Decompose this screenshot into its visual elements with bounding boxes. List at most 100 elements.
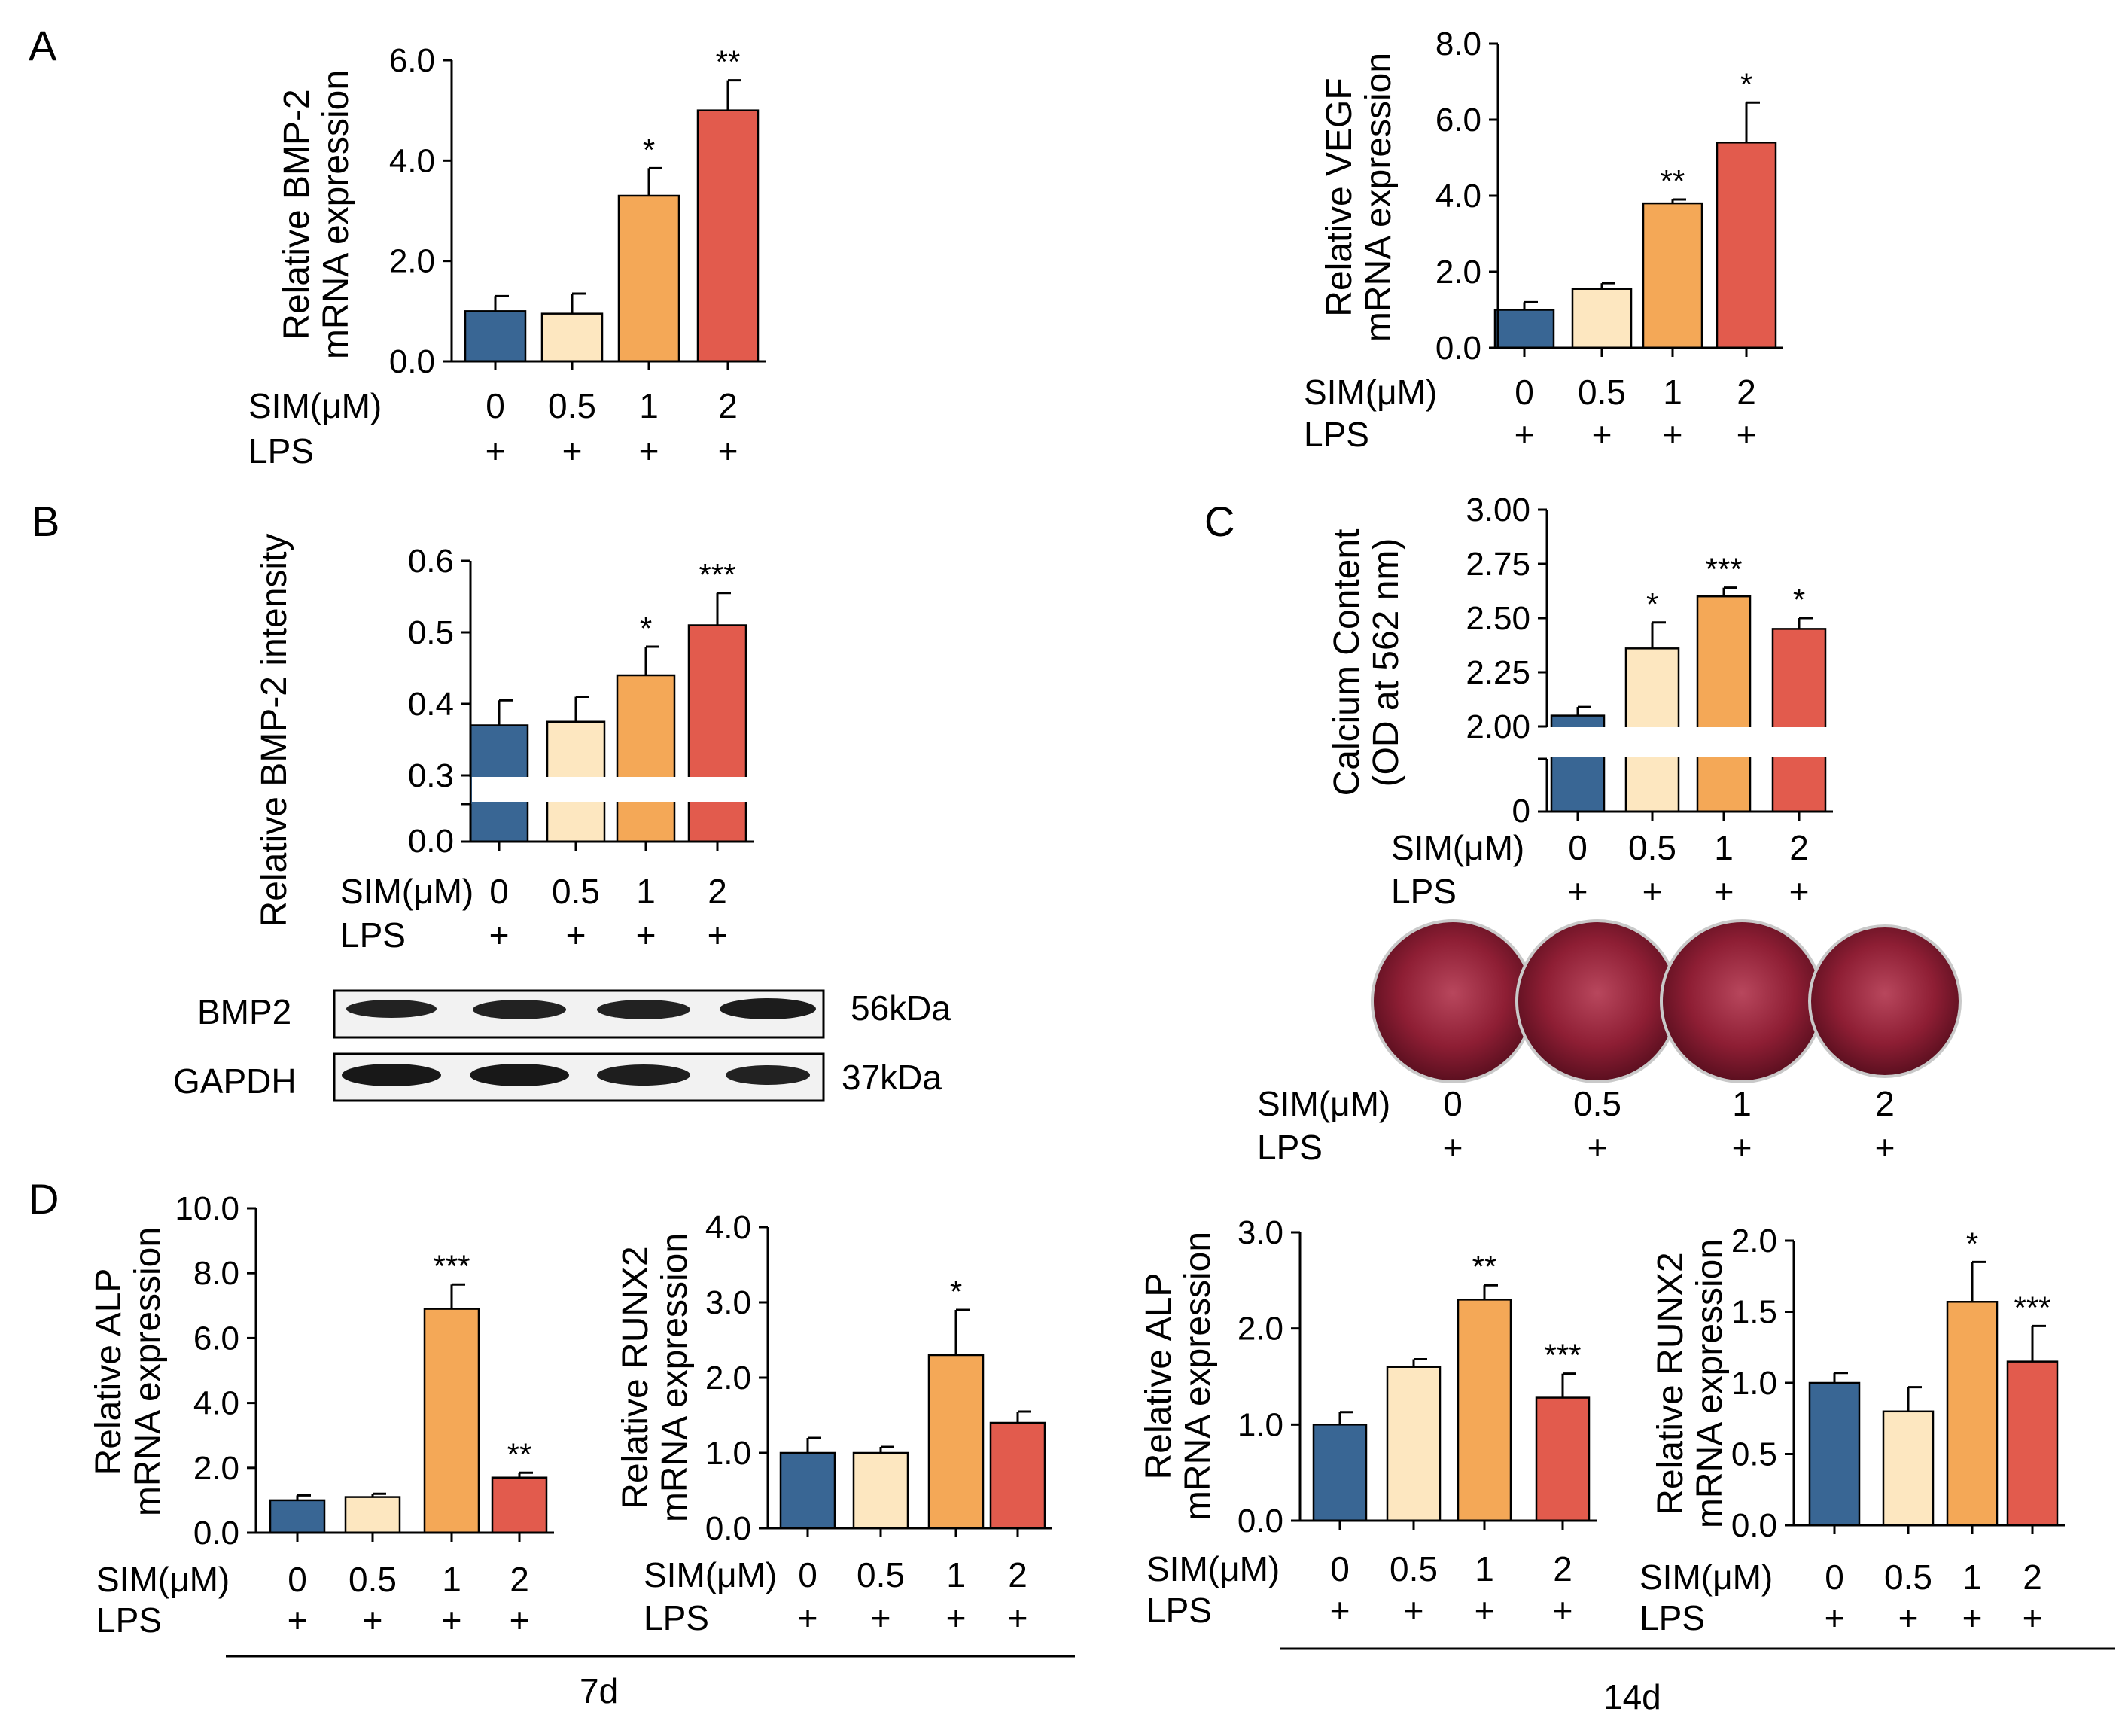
lps-plus: + <box>2023 1598 2043 1637</box>
lps-label: LPS <box>644 1598 709 1637</box>
lps-plus: + <box>1714 872 1734 911</box>
significance-marker: *** <box>433 1248 470 1284</box>
x-tick-label: 0 <box>1568 828 1588 867</box>
bar <box>2006 1360 2059 1527</box>
lps-plus: + <box>1789 872 1810 911</box>
lps-plus: + <box>1825 1598 1845 1637</box>
western-blot: BMP2 56kDa GAPDH 37kDa <box>173 988 951 1102</box>
sim-label: SIM(μM) <box>340 872 473 911</box>
x-tick-label: 2 <box>708 872 727 911</box>
chart-runx2-7d: * 0.0 1.0 2.0 3.0 4.0 Relative RUNX2mRNA expre… <box>616 1209 1052 1637</box>
y-tick-label: 3.0 <box>705 1284 751 1321</box>
lps-label: LPS <box>1146 1591 1212 1630</box>
significance-marker: *** <box>699 557 735 592</box>
bar <box>687 624 747 843</box>
y-axis-label-line: Calcium Content <box>1327 529 1367 796</box>
x-tick-label: 0 <box>798 1555 817 1594</box>
y-tick-label: 2.0 <box>1435 254 1481 291</box>
y-tick-label: 4.0 <box>389 142 435 179</box>
stain-dose: 1 <box>1732 1084 1752 1123</box>
bar <box>696 109 760 363</box>
significance-marker: *** <box>1544 1338 1581 1373</box>
y-axis-label: Relative RUNX2mRNA expression <box>1651 1239 1730 1528</box>
stain-well <box>1660 919 1824 1083</box>
x-tick-label: 2 <box>718 386 738 425</box>
y-axis-label-line: Relative BMP-2 <box>277 89 317 340</box>
lps-label: LPS <box>1639 1598 1705 1637</box>
panel-label-a: A <box>29 22 57 69</box>
stain-dose: 2 <box>1875 1084 1895 1123</box>
x-tick-label: 0 <box>288 1560 307 1599</box>
y-tick-label: 6.0 <box>389 42 435 79</box>
x-tick-label: 2 <box>2023 1558 2042 1597</box>
bar <box>617 194 680 363</box>
panel-label-b: B <box>32 498 59 545</box>
stain-lps-plus: + <box>1443 1128 1463 1167</box>
blot-band-gapdh <box>726 1065 810 1085</box>
sim-label: SIM(μM) <box>1304 373 1437 412</box>
axis-break-gap <box>1548 727 1853 757</box>
y-tick-label: 2.25 <box>1466 654 1530 691</box>
bar <box>1642 202 1703 349</box>
axis-break-gap <box>472 777 776 802</box>
blot-band-gapdh <box>342 1064 441 1086</box>
blot-band-gapdh <box>470 1064 569 1086</box>
x-tick-label: 2 <box>1789 828 1809 867</box>
y-tick-label: 0.0 <box>193 1515 239 1552</box>
y-tick-label: 0.0 <box>389 343 435 380</box>
x-tick-label: 2 <box>1008 1555 1028 1594</box>
lps-plus: + <box>562 431 583 471</box>
y-tick-label: 4.0 <box>1435 178 1481 215</box>
lps-plus: + <box>1663 415 1683 454</box>
y-tick-label: 2.0 <box>1731 1223 1777 1259</box>
y-axis-label-line: Relative VEGF <box>1320 78 1359 316</box>
significance-marker: * <box>640 611 652 646</box>
x-tick-label: 1 <box>1714 828 1734 867</box>
significance-marker: * <box>950 1274 962 1309</box>
stain-dose: 0 <box>1443 1084 1463 1123</box>
y-tick-label: 2.75 <box>1466 546 1530 583</box>
bar <box>269 1499 326 1534</box>
lps-plus: + <box>442 1600 462 1640</box>
stain-dose: 0.5 <box>1573 1084 1621 1123</box>
sim-label: SIM(μM) <box>248 386 382 425</box>
bar <box>1696 595 1752 813</box>
lps-plus: + <box>871 1598 891 1637</box>
significance-marker: * <box>643 132 655 167</box>
x-tick-label: 1 <box>1475 1549 1494 1588</box>
lps-plus: + <box>1553 1591 1573 1630</box>
bar <box>423 1308 480 1534</box>
y-axis-label-line: mRNA expression <box>1359 53 1399 342</box>
bar <box>1946 1301 1999 1527</box>
bar <box>1386 1366 1442 1522</box>
blot-band-bmp2 <box>720 998 816 1019</box>
significance-marker: * <box>1646 586 1658 622</box>
stain-lps-label: LPS <box>1257 1128 1323 1167</box>
bar <box>927 1354 985 1530</box>
sim-label: SIM(μM) <box>96 1560 230 1599</box>
lps-plus: + <box>636 915 656 955</box>
lps-plus: + <box>946 1598 967 1637</box>
y-axis-label: Calcium Content(OD at 562 nm) <box>1327 529 1406 796</box>
blot-band-bmp2 <box>473 1000 566 1019</box>
y-tick-label: 0.6 <box>408 543 454 580</box>
lps-plus: + <box>1962 1598 1983 1637</box>
x-tick-label: 1 <box>442 1560 461 1599</box>
y-axis-label-line: Relative RUNX2 <box>616 1246 656 1509</box>
significance-marker: *** <box>2014 1290 2050 1325</box>
y-tick-label: 0.5 <box>408 614 454 651</box>
x-tick-label: 0 <box>1825 1558 1844 1597</box>
y-tick-label: 6.0 <box>1435 102 1481 139</box>
y-axis-label-line: (OD at 562 nm) <box>1366 538 1406 787</box>
stain-lps-plus: + <box>1588 1128 1608 1167</box>
bar <box>1571 288 1633 349</box>
stain-well <box>1808 924 1962 1078</box>
lps-plus: + <box>1475 1591 1495 1630</box>
blot-label-bmp2: BMP2 <box>197 992 291 1031</box>
lps-plus: + <box>639 431 659 471</box>
lps-plus: + <box>489 915 510 955</box>
